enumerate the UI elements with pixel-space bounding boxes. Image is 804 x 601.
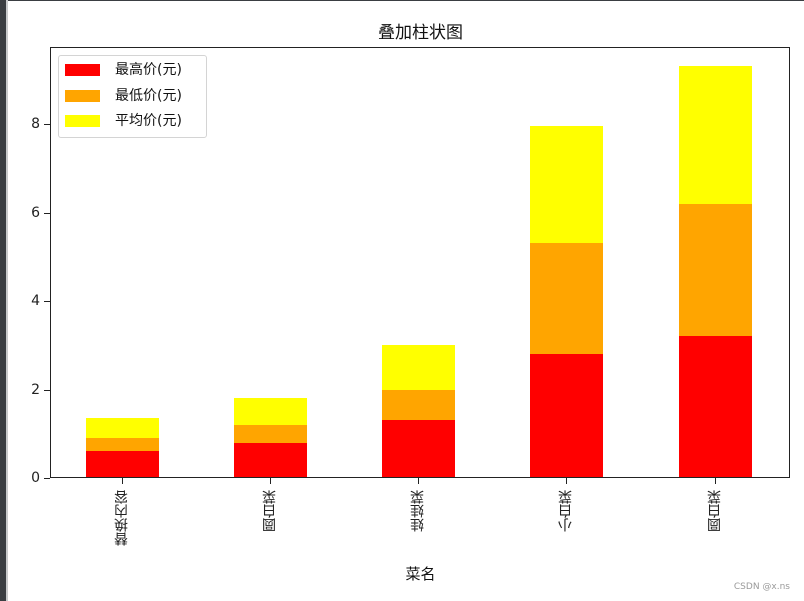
legend-swatch-avg — [65, 115, 100, 127]
x-tick — [566, 478, 567, 484]
watermark: CSDN @x.ns — [733, 582, 790, 592]
bar-segment — [381, 420, 455, 478]
x-tick — [270, 478, 271, 484]
legend: 最高价(元) 最低价(元) 平均价(元) — [58, 55, 207, 138]
y-tick — [44, 212, 50, 214]
x-tick-label: 圆白菜 — [707, 490, 723, 532]
y-tick-label: 4 — [31, 293, 40, 309]
bar-segment — [381, 389, 455, 421]
y-tick-label: 2 — [31, 381, 40, 398]
bar-segment — [678, 336, 752, 478]
bar-segment — [678, 203, 752, 337]
x-tick-label: 小白菜 — [558, 490, 574, 532]
legend-item-low: 最低价(元) — [59, 86, 208, 106]
x-tick-label: 娃娃菜 — [410, 490, 426, 532]
legend-label-high: 最高价(元) — [115, 62, 182, 78]
window-frame-top — [0, 0, 804, 1]
bar-segment — [85, 451, 159, 478]
y-tick-label: 0 — [31, 470, 40, 486]
y-tick-label: 8 — [31, 116, 40, 132]
legend-label-low: 最低价(元) — [115, 87, 182, 104]
bar-segment — [85, 438, 159, 452]
y-tick-label: 6 — [31, 204, 40, 221]
bar-segment — [678, 66, 752, 204]
x-axis-label: 菜名 — [405, 565, 436, 583]
bar-segment — [233, 424, 307, 443]
bar-segment — [85, 418, 159, 439]
legend-label-avg: 平均价(元) — [115, 113, 182, 129]
x-tick — [122, 478, 123, 484]
bar-segment — [233, 442, 307, 478]
y-tick — [44, 301, 50, 302]
x-tick — [418, 478, 419, 484]
legend-swatch-high — [65, 64, 100, 76]
y-tick — [44, 478, 50, 479]
plot-area — [50, 47, 790, 478]
bar-segment — [529, 126, 603, 244]
bar-segment — [529, 354, 603, 478]
bar-segment — [381, 345, 455, 390]
x-tick-label: 圆白菜 — [262, 490, 278, 532]
chart-title: 叠加柱状图 — [378, 23, 463, 43]
legend-swatch-low — [65, 89, 100, 102]
bar-segment — [529, 243, 603, 355]
y-tick — [44, 124, 50, 125]
x-tick-label: 替换内容 — [114, 490, 130, 546]
bar-segment — [233, 398, 307, 425]
legend-item-high: 最高价(元) — [59, 60, 208, 80]
y-tick — [44, 389, 50, 391]
window-frame-divider — [6, 0, 8, 601]
window-frame-left — [0, 0, 6, 601]
x-tick — [715, 478, 716, 484]
legend-item-avg: 平均价(元) — [59, 111, 208, 131]
